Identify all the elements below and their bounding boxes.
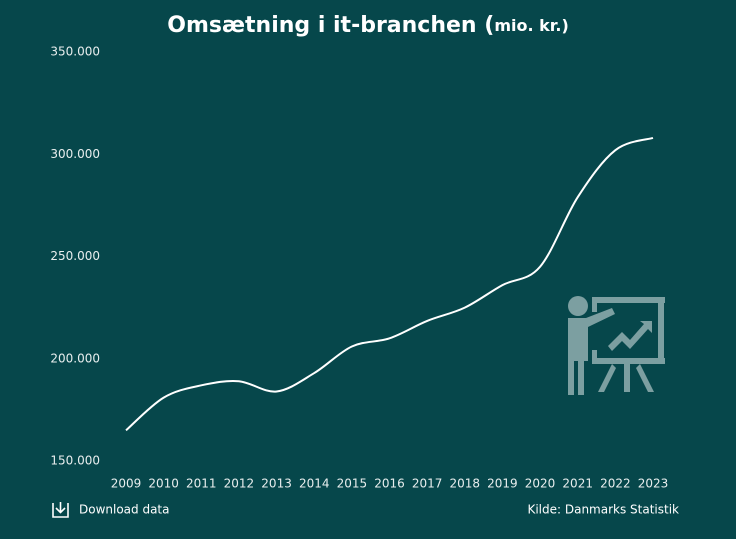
x-tick-label: 2014 xyxy=(299,477,330,491)
x-tick-label: 2015 xyxy=(337,477,368,491)
download-icon[interactable] xyxy=(52,502,69,518)
line xyxy=(125,136,654,432)
download-label[interactable]: Download data xyxy=(79,503,170,517)
x-tick-label: 2022 xyxy=(600,477,631,491)
x-tick-label: 2011 xyxy=(186,477,217,491)
x-tick-label: 2020 xyxy=(525,477,556,491)
download-button[interactable]: Download data xyxy=(52,502,170,518)
x-tick-label: 2017 xyxy=(412,477,443,491)
title-main: Omsætning i it-branchen ( xyxy=(167,13,494,38)
y-tick-label: 200.000 xyxy=(50,351,100,365)
y-tick-label: 300.000 xyxy=(50,147,100,161)
x-tick-label: 2021 xyxy=(562,477,593,491)
source: Kilde: Danmarks Statistik xyxy=(527,503,679,517)
x-tick-label: 2023 xyxy=(638,477,669,491)
y-tick-label: 150.000 xyxy=(50,454,100,468)
x-tick-label: 2012 xyxy=(224,477,255,491)
x-tick-label: 2010 xyxy=(148,477,179,491)
chart-title: Omsætning i it-branchen (mio. kr.) xyxy=(167,13,569,38)
x-tick-label: 2009 xyxy=(111,477,142,491)
y-tick-label: 250.000 xyxy=(50,249,100,263)
x-tick-label: 2016 xyxy=(374,477,405,491)
title-unit: mio. kr.) xyxy=(494,16,568,35)
x-tick-label: 2013 xyxy=(261,477,292,491)
presenter-icon xyxy=(568,296,665,395)
y-tick-label: 350.000 xyxy=(50,45,100,59)
x-tick-label: 2019 xyxy=(487,477,518,491)
x-tick-label: 2018 xyxy=(450,477,481,491)
